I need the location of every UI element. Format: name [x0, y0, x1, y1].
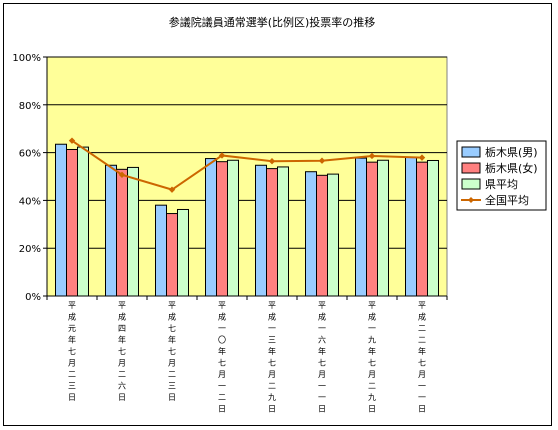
legend-label-4: 全国平均	[485, 193, 529, 207]
y-tick-label: 40%	[19, 196, 41, 207]
line-series-1	[71, 139, 423, 191]
bar-3-5	[277, 166, 289, 297]
bar-1-8	[405, 156, 417, 297]
legend-swatch-3	[461, 178, 481, 190]
bar-2-7	[366, 161, 378, 297]
line-point-2	[118, 171, 126, 179]
bar-3-3	[177, 208, 189, 297]
bar-1-6	[305, 171, 317, 297]
y-tick-label: 0%	[25, 292, 41, 303]
y-tick-label: 60%	[19, 149, 41, 160]
bar-3-8	[427, 159, 439, 297]
bar-3-7	[377, 159, 389, 297]
legend-label-2: 栃木県(女)	[485, 161, 538, 175]
bar-3-6	[327, 173, 339, 297]
bar-2-8	[416, 161, 428, 297]
legend-label-1: 栃木県(男)	[485, 145, 538, 159]
x-tick-label: 平成一〇年七月一二日	[218, 301, 226, 414]
line-point-5	[268, 158, 276, 165]
y-tick-label: 20%	[19, 244, 41, 255]
x-tick-label: 平成四年七月二六日	[118, 301, 126, 402]
x-tick-label: 平成七年七月二三日	[168, 301, 176, 402]
x-tick-label: 平成一三年七月二九日	[268, 301, 276, 414]
bar-2-6	[316, 174, 328, 297]
bar-2-4	[216, 161, 228, 297]
y-tick-label: 80%	[19, 101, 41, 112]
line-point-1	[68, 137, 76, 144]
x-tick-label: 平成一九年七月二九日	[368, 301, 376, 414]
line-point-4	[218, 152, 226, 159]
bar-3-1	[77, 146, 89, 297]
line-point-7	[368, 152, 376, 160]
bar-1-1	[55, 143, 67, 297]
bar-2-5	[266, 168, 278, 297]
bar-1-4	[205, 158, 217, 297]
bar-2-3	[166, 213, 178, 297]
bar-1-2	[105, 164, 117, 297]
chart-title: 参議院議員通常選挙(比例区)投票率の推移	[169, 15, 376, 29]
line-point-8	[418, 154, 426, 161]
bar-2-1	[66, 148, 78, 297]
legend-marker	[468, 197, 474, 203]
bar-1-7	[355, 157, 367, 297]
bar-3-2	[127, 166, 139, 297]
x-tick-label: 平成二二年七月一一日	[418, 301, 426, 414]
legend-label-3: 県平均	[485, 178, 518, 191]
line-point-6	[318, 157, 326, 164]
x-tick-label: 平成一六年七月一一日	[318, 301, 326, 414]
bar-1-5	[255, 164, 267, 297]
x-tick-label: 平成元年七月二三日	[68, 301, 76, 402]
y-tick-label: 100%	[12, 53, 41, 64]
legend-swatch-1	[461, 146, 481, 158]
bar-3-4	[227, 159, 239, 297]
legend-swatch-2	[461, 162, 481, 174]
bar-2-2	[116, 168, 128, 297]
line-point-3	[168, 186, 176, 193]
bar-1-3	[155, 204, 167, 297]
